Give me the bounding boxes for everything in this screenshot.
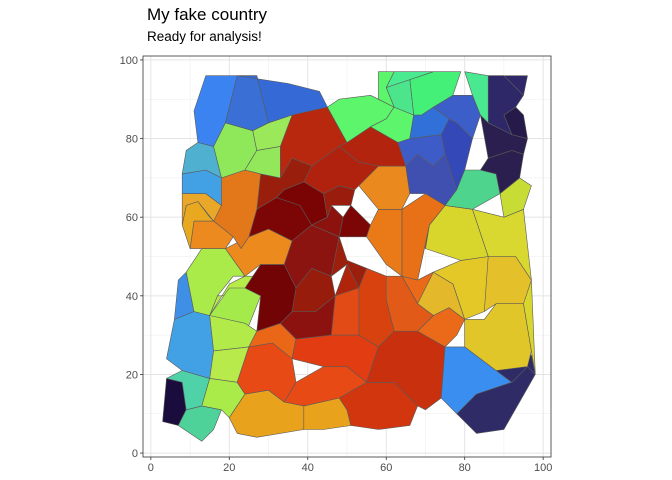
x-tick-label: 0 [148,462,154,474]
x-tick-label: 80 [459,462,471,474]
x-tick-label: 20 [223,462,235,474]
map-region-62 [244,146,281,179]
map-region-42 [334,264,360,297]
map-region-31 [499,177,532,218]
map-region-84 [378,71,395,108]
y-tick-label: 20 [126,369,138,381]
panel-border [142,55,552,458]
x-tick-label: 40 [302,462,314,474]
map-region-46 [311,205,344,238]
y-tick-label: 80 [126,134,138,146]
chart-title: My fake country [147,5,267,24]
map-region-66 [236,75,328,124]
y-tick-label: 60 [126,212,138,224]
map-region-34 [385,275,434,332]
map-region-47 [338,205,371,238]
axes: 0 20 40 60 80 100 0 20 40 60 80 100 [120,55,553,474]
y-tick-label: 100 [120,55,138,67]
x-tick-label: 60 [380,462,392,474]
chart-subtitle: Ready for analysis! [147,29,262,44]
map-region-79 [487,75,528,96]
map-region-74 [432,95,481,139]
y-tick-label: 40 [126,291,138,303]
map-region-80 [464,71,489,124]
map-regions [162,71,536,442]
x-tick-label: 100 [534,462,552,474]
y-tick-label: 0 [132,448,138,460]
